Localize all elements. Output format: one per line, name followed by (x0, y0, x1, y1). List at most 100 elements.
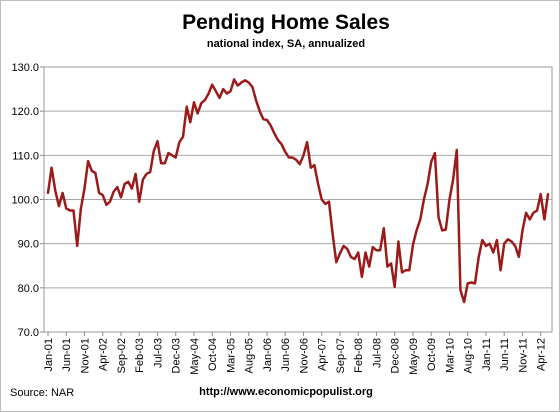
data-point (517, 256, 520, 258)
data-point (258, 110, 261, 113)
y-tick-label: 90.0 (18, 239, 39, 251)
data-point (353, 258, 356, 261)
data-point (94, 172, 97, 174)
data-point (444, 228, 447, 231)
data-point (138, 200, 141, 203)
data-point (510, 240, 513, 243)
x-tick-label: Jun-01 (61, 338, 73, 372)
data-point (200, 102, 203, 105)
data-point (65, 207, 68, 210)
data-point (371, 246, 374, 249)
x-tick-label: Mar-05 (225, 338, 237, 373)
data-point (222, 88, 225, 90)
chart-title: Pending Home Sales (182, 11, 390, 34)
data-point (50, 166, 53, 169)
data-point (448, 198, 451, 201)
series-line (46, 78, 550, 304)
data-point (244, 79, 246, 82)
data-point (393, 286, 396, 288)
data-point (474, 282, 476, 285)
data-point (109, 200, 111, 203)
data-point (368, 265, 371, 268)
data-point (401, 271, 403, 274)
data-point (397, 240, 400, 243)
data-point (90, 169, 93, 172)
x-tick-label: May-04 (189, 338, 201, 375)
data-point (61, 191, 64, 194)
data-point (346, 248, 349, 250)
data-point (236, 84, 239, 87)
data-point (350, 256, 352, 258)
data-point (277, 138, 279, 141)
x-tick-label: Aug-05 (244, 338, 256, 373)
data-point (357, 251, 360, 254)
data-point (298, 163, 301, 166)
data-point (419, 218, 422, 221)
data-point (295, 158, 298, 161)
data-point (390, 262, 392, 265)
data-point (116, 186, 119, 189)
data-point (485, 244, 487, 247)
data-point (251, 85, 254, 88)
data-point (404, 269, 407, 272)
series-layer (46, 78, 550, 304)
data-point (58, 205, 60, 208)
data-point (426, 183, 429, 185)
x-tick-label: May-09 (408, 338, 420, 375)
data-point (156, 140, 159, 143)
data-point (273, 132, 276, 135)
data-point (499, 269, 502, 272)
data-point (492, 251, 495, 254)
data-point (342, 244, 345, 247)
data-point (441, 229, 444, 232)
gridlines (44, 110, 552, 289)
data-point (386, 265, 389, 268)
data-point (470, 281, 473, 284)
data-point (313, 164, 316, 166)
data-point (54, 189, 57, 192)
data-point (134, 172, 137, 175)
x-tick-label: Nov-06 (298, 338, 310, 373)
data-point (415, 229, 418, 232)
data-point (360, 275, 363, 278)
y-tick-label: 80.0 (18, 283, 39, 295)
data-point (149, 171, 152, 174)
data-point (302, 154, 305, 157)
data-point (233, 78, 236, 81)
data-point (105, 203, 108, 206)
x-tick-label: Jun-11 (499, 338, 511, 371)
x-tick-label: Nov-11 (517, 338, 529, 373)
x-tick-label: Sep-07 (335, 338, 347, 373)
y-tick-label: 100.0 (11, 195, 39, 207)
data-point (459, 289, 462, 291)
data-point (503, 242, 506, 245)
y-tick-label: 120.0 (11, 106, 39, 118)
data-point (536, 209, 538, 212)
data-point (160, 162, 163, 165)
x-tick-label: Apr-12 (536, 338, 548, 371)
x-tick-label: Oct-09 (426, 338, 438, 371)
x-tick-label: Jul-08 (371, 338, 383, 368)
data-point (127, 180, 130, 183)
x-tick-label: Apr-07 (317, 338, 329, 371)
data-point (218, 97, 221, 99)
data-point (375, 249, 378, 252)
data-point (430, 161, 433, 163)
data-point (214, 90, 217, 93)
data-point (211, 83, 214, 86)
data-point (101, 194, 104, 196)
data-point (229, 90, 232, 93)
data-point (433, 152, 436, 155)
data-point (423, 198, 425, 201)
data-point (496, 239, 498, 242)
data-point (324, 203, 327, 205)
x-tick-label: Apr-02 (98, 338, 110, 371)
data-point (477, 256, 480, 258)
x-tick-label: Aug-10 (463, 338, 475, 373)
y-tick-label: 70.0 (18, 327, 39, 339)
data-point (204, 99, 206, 102)
data-point (543, 218, 546, 221)
data-point (72, 209, 75, 212)
data-point (287, 156, 290, 159)
